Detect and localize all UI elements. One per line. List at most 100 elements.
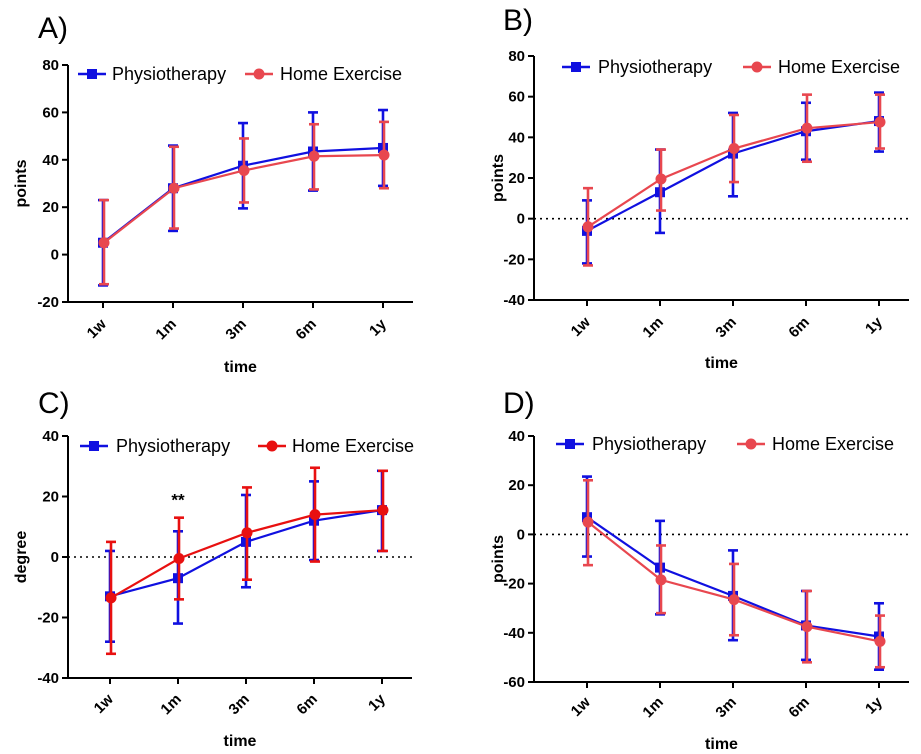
data-point-circle — [728, 594, 740, 606]
y-tick-label: -40 — [503, 625, 525, 642]
legend-label: Physiotherapy — [598, 57, 712, 77]
panel-label: C) — [38, 387, 70, 420]
y-tick-label: -20 — [503, 251, 525, 268]
legend-marker-square — [565, 439, 575, 449]
data-point-circle — [582, 221, 594, 233]
legend-label: Home Exercise — [292, 436, 414, 456]
panel-d: D) -60 -40 -20 0 20 40 1w 1m 3m 6m 1y time points Phys… — [490, 387, 909, 753]
data-point-circle — [378, 149, 390, 161]
x-tick-label: 3m — [225, 691, 252, 718]
y-tick-label: 80 — [42, 57, 59, 74]
y-tick-label: 40 — [42, 152, 59, 169]
y-tick-label: -40 — [37, 670, 59, 687]
y-tick-label: -20 — [503, 576, 525, 593]
significance-annotation: ** — [171, 491, 185, 510]
legend-marker-square — [571, 62, 581, 72]
data-point-circle — [308, 150, 320, 162]
panel-c: C) -40 -20 0 20 40 1w 1m 3m 6m 1y time degree ** Physi… — [13, 387, 414, 750]
data-point-circle — [309, 509, 321, 521]
y-tick-label: 20 — [42, 489, 59, 506]
x-tick-label: 1m — [152, 316, 179, 343]
y-tick-label: 0 — [517, 211, 525, 228]
legend-marker-circle — [266, 440, 278, 452]
y-tick-label: -60 — [503, 674, 525, 691]
y-tick-label: 0 — [51, 247, 59, 264]
x-tick-label: 3m — [712, 694, 739, 721]
x-tick-label: 6m — [293, 691, 320, 718]
legend-label: Physiotherapy — [592, 434, 706, 454]
data-point-circle — [377, 504, 389, 516]
legend-marker-square — [87, 69, 97, 79]
legend-label: Physiotherapy — [116, 436, 230, 456]
y-axis-title: points — [490, 154, 507, 202]
x-tick-label: 6m — [785, 694, 812, 721]
data-point-circle — [655, 574, 667, 586]
x-tick-label: 1y — [862, 313, 886, 337]
panel-label: B) — [503, 4, 533, 37]
y-tick-label: 20 — [508, 170, 525, 187]
y-tick-label: 60 — [508, 89, 525, 106]
legend-entry-home-exercise: Home Exercise — [245, 64, 402, 84]
panel-label: A) — [38, 12, 68, 45]
data-point-circle — [238, 164, 250, 176]
data-point-circle — [241, 527, 253, 539]
data-point-circle — [874, 116, 886, 128]
series-home-exercise — [105, 466, 389, 656]
legend-label: Home Exercise — [280, 64, 402, 84]
x-tick-label: 1y — [862, 693, 886, 717]
x-tick-label: 6m — [785, 314, 812, 341]
legend-entry-physiotherapy: Physiotherapy — [78, 64, 226, 84]
x-tick-label: 1m — [639, 694, 666, 721]
data-point-circle — [655, 173, 667, 185]
data-point-circle — [801, 122, 813, 134]
y-tick-label: 80 — [508, 48, 525, 65]
y-tick-label: -20 — [37, 294, 59, 311]
x-axis-title: time — [224, 359, 257, 376]
y-axis-title: degree — [13, 531, 30, 584]
y-tick-label: 60 — [42, 104, 59, 121]
legend-marker-square — [89, 441, 99, 451]
y-tick-label: 40 — [42, 428, 59, 445]
x-tick-label: 1m — [157, 691, 184, 718]
x-axis-title: time — [705, 736, 738, 753]
y-tick-label: 40 — [508, 428, 525, 445]
x-tick-label: 1w — [84, 316, 110, 342]
x-tick-label: 3m — [222, 316, 249, 343]
x-tick-label: 1w — [568, 314, 594, 340]
legend-entry-home-exercise: Home Exercise — [737, 434, 894, 454]
legend-marker-circle — [745, 438, 757, 450]
data-point-circle — [801, 621, 813, 633]
y-tick-label: 20 — [508, 477, 525, 494]
x-axis-title: time — [224, 733, 257, 750]
x-tick-label: 1m — [639, 314, 666, 341]
y-axis-title: points — [13, 159, 30, 207]
x-axis-title: time — [705, 355, 738, 372]
legend-entry-physiotherapy: Physiotherapy — [562, 57, 712, 77]
y-axis-title: points — [490, 535, 507, 583]
data-point-circle — [105, 592, 117, 604]
legend-label: Physiotherapy — [112, 64, 226, 84]
legend-entry-home-exercise: Home Exercise — [743, 57, 900, 77]
data-point-circle — [582, 516, 594, 528]
x-tick-label: 1w — [91, 691, 117, 717]
legend-label: Home Exercise — [772, 434, 894, 454]
data-point-circle — [874, 635, 886, 647]
y-tick-label: 40 — [508, 129, 525, 146]
legend-label: Home Exercise — [778, 57, 900, 77]
panel-label: D) — [503, 387, 535, 420]
series-home-exercise — [98, 120, 390, 286]
y-tick-label: -20 — [37, 610, 59, 627]
x-tick-label: 3m — [712, 314, 739, 341]
x-tick-label: 1w — [568, 694, 594, 720]
legend-marker-circle — [253, 68, 265, 80]
y-tick-label: 0 — [51, 549, 59, 566]
data-point-circle — [728, 143, 740, 155]
data-point-circle — [173, 553, 185, 565]
legend-entry-home-exercise: Home Exercise — [258, 436, 414, 456]
y-tick-label: 20 — [42, 199, 59, 216]
x-tick-label: 1y — [366, 315, 390, 339]
series-home-exercise — [582, 93, 886, 267]
y-tick-label: 0 — [517, 526, 525, 543]
series-home-exercise — [582, 478, 886, 669]
